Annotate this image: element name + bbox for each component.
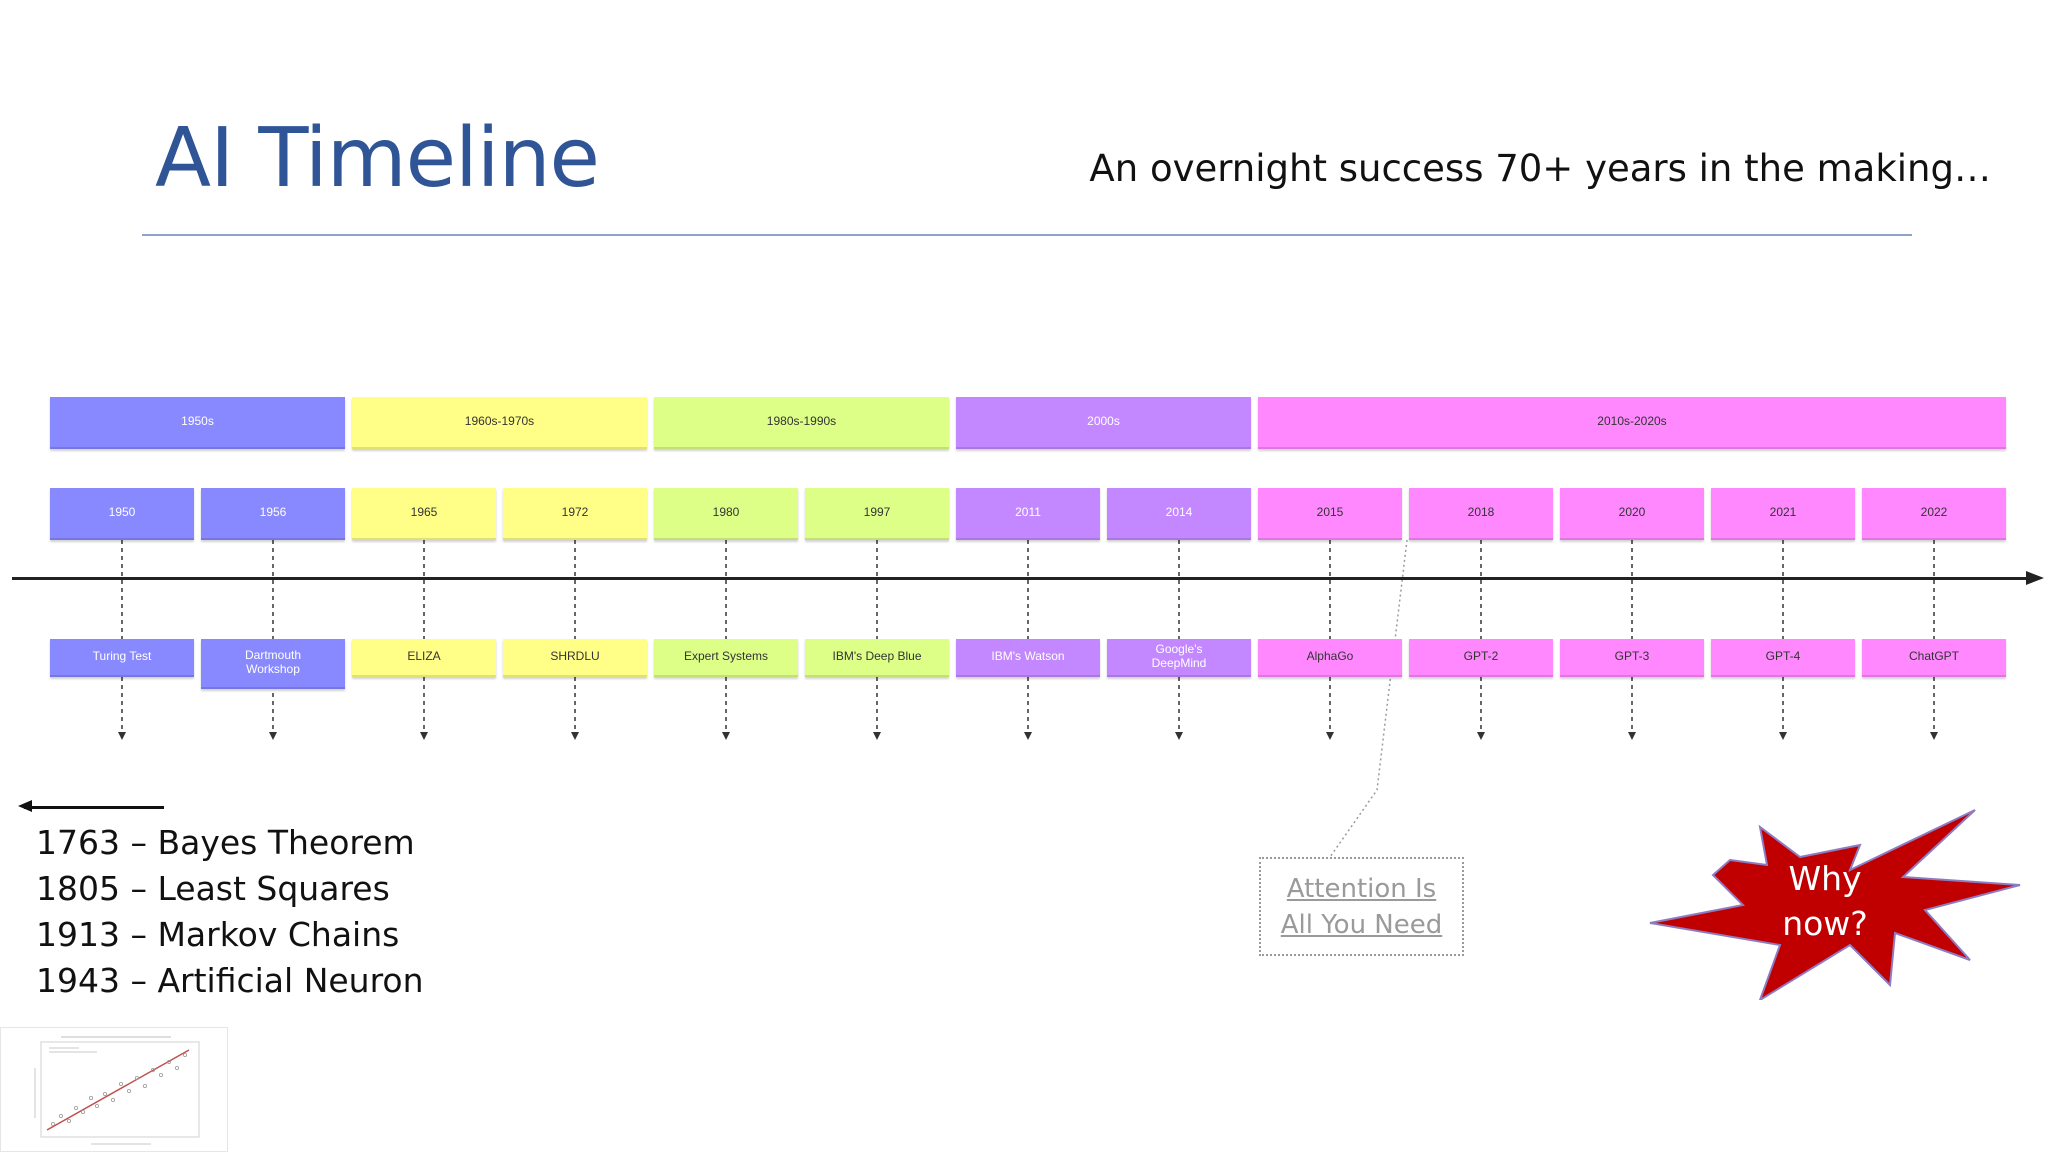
- history-item: 1805 – Least Squares: [36, 869, 390, 908]
- year-marker: 2015: [1258, 488, 1402, 540]
- attention-link-line2[interactable]: All You Need: [1280, 909, 1443, 940]
- chart-thumbnail[interactable]: [0, 1027, 228, 1152]
- why-now-line2: now?: [1782, 904, 1868, 943]
- history-arrow: [24, 806, 164, 809]
- era-header: 1960s-1970s: [352, 397, 647, 449]
- scatter-plot-thumbnail-icon: [34, 1036, 200, 1145]
- event-label: Expert Systems: [654, 639, 798, 677]
- event-label: IBM's Deep Blue: [805, 639, 949, 677]
- event-arrowhead: [873, 732, 881, 740]
- event-label: Dartmouth Workshop: [201, 639, 345, 689]
- year-marker: 2021: [1711, 488, 1855, 540]
- event-label: IBM's Watson: [956, 639, 1100, 677]
- event-label: GPT-4: [1711, 639, 1855, 677]
- year-marker: 1972: [503, 488, 647, 540]
- event-label: ChatGPT: [1862, 639, 2006, 677]
- event-label: GPT-3: [1560, 639, 1704, 677]
- timeline-axis-arrowhead: [2026, 571, 2044, 585]
- history-item: 1763 – Bayes Theorem: [36, 823, 415, 862]
- event-label: SHRDLU: [503, 639, 647, 677]
- attention-callout-line: [1329, 539, 1408, 858]
- event-arrowhead: [118, 732, 126, 740]
- early-history-list: 1763 – Bayes Theorem 1805 – Least Square…: [36, 820, 424, 1004]
- event-arrowhead: [722, 732, 730, 740]
- year-marker: 2020: [1560, 488, 1704, 540]
- event-arrowhead: [1024, 732, 1032, 740]
- event-label: AlphaGo: [1258, 639, 1402, 677]
- attention-link-line1[interactable]: Attention Is: [1286, 873, 1437, 904]
- year-marker: 1980: [654, 488, 798, 540]
- event-label: Google's DeepMind: [1107, 639, 1251, 677]
- year-marker: 2022: [1862, 488, 2006, 540]
- era-header: 2010s-2020s: [1258, 397, 2006, 449]
- attention-paper-link[interactable]: Attention Is All You Need: [1259, 857, 1464, 956]
- timeline-axis: [12, 577, 2030, 580]
- why-now-line1: Why: [1788, 859, 1862, 898]
- year-marker: 1965: [352, 488, 496, 540]
- slide-title: AI Timeline: [155, 111, 600, 206]
- title-divider: [142, 234, 1912, 236]
- event-arrowhead: [269, 732, 277, 740]
- year-marker: 1956: [201, 488, 345, 540]
- event-arrowhead: [420, 732, 428, 740]
- year-marker: 2011: [956, 488, 1100, 540]
- event-arrowhead: [1326, 732, 1334, 740]
- year-marker: 1997: [805, 488, 949, 540]
- era-header: 2000s: [956, 397, 1251, 449]
- era-header: 1980s-1990s: [654, 397, 949, 449]
- history-arrowhead-icon: [18, 800, 32, 812]
- event-label: Turing Test: [50, 639, 194, 677]
- era-header: 1950s: [50, 397, 345, 449]
- history-item: 1913 – Markov Chains: [36, 915, 400, 954]
- event-arrowhead: [571, 732, 579, 740]
- slide-subtitle: An overnight success 70+ years in the ma…: [1089, 147, 1991, 190]
- history-item: 1943 – Artificial Neuron: [36, 961, 424, 1000]
- why-now-burst-icon: [1649, 809, 2021, 1000]
- event-arrowhead: [1930, 732, 1938, 740]
- event-arrowhead: [1628, 732, 1636, 740]
- event-label: ELIZA: [352, 639, 496, 677]
- why-now-label: Why now?: [1735, 856, 1915, 946]
- year-marker: 2018: [1409, 488, 1553, 540]
- event-label: GPT-2: [1409, 639, 1553, 677]
- year-marker: 2014: [1107, 488, 1251, 540]
- event-arrowhead: [1477, 732, 1485, 740]
- event-arrowhead: [1779, 732, 1787, 740]
- event-arrowhead: [1175, 732, 1183, 740]
- year-marker: 1950: [50, 488, 194, 540]
